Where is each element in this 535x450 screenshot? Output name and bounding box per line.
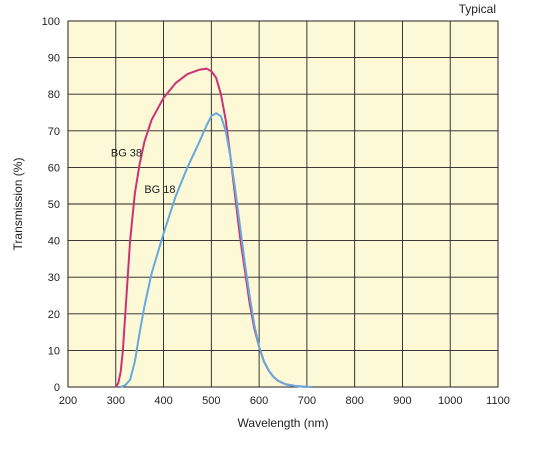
series-layer	[114, 67, 312, 388]
y-tick-label: 40	[48, 236, 60, 248]
x-axis-label: Wavelength (nm)	[238, 416, 329, 430]
y-tick-label: 70	[48, 126, 60, 138]
y-tick-label: 0	[54, 382, 60, 394]
y-tick-label: 80	[48, 89, 60, 101]
series-labels: BG 38 BG 18	[111, 147, 176, 196]
grid-lines	[67, 20, 499, 388]
x-tick-label: 1100	[486, 395, 510, 407]
x-tick-label: 1000	[438, 395, 462, 407]
y-tick-label: 20	[48, 309, 60, 321]
x-tick-label: 400	[154, 395, 172, 407]
y-tick-labels: 0 10 20 30 40 50 60 70 80 90 100	[42, 16, 60, 394]
x-tick-label: 500	[202, 395, 220, 407]
x-tick-label: 200	[59, 395, 77, 407]
chart-note: Typical	[459, 2, 496, 16]
x-tick-label: 700	[298, 395, 316, 407]
x-tick-label: 600	[250, 395, 268, 407]
y-tick-label: 50	[48, 199, 60, 211]
x-tick-label: 900	[393, 395, 411, 407]
y-tick-label: 100	[42, 16, 60, 28]
x-tick-labels: 200 300 400 500 600 700 800 900 1000 1100	[59, 395, 510, 407]
y-axis-label: Transmission (%)	[11, 158, 25, 251]
series-line-bg-18	[120, 112, 312, 388]
series-label: BG 18	[144, 184, 175, 196]
y-tick-label: 30	[48, 272, 60, 284]
series-label: BG 38	[111, 147, 142, 159]
x-tick-label: 300	[107, 395, 125, 407]
y-tick-label: 90	[48, 53, 60, 65]
y-tick-label: 10	[48, 345, 60, 357]
y-tick-label: 60	[48, 162, 60, 174]
x-tick-label: 800	[345, 395, 363, 407]
